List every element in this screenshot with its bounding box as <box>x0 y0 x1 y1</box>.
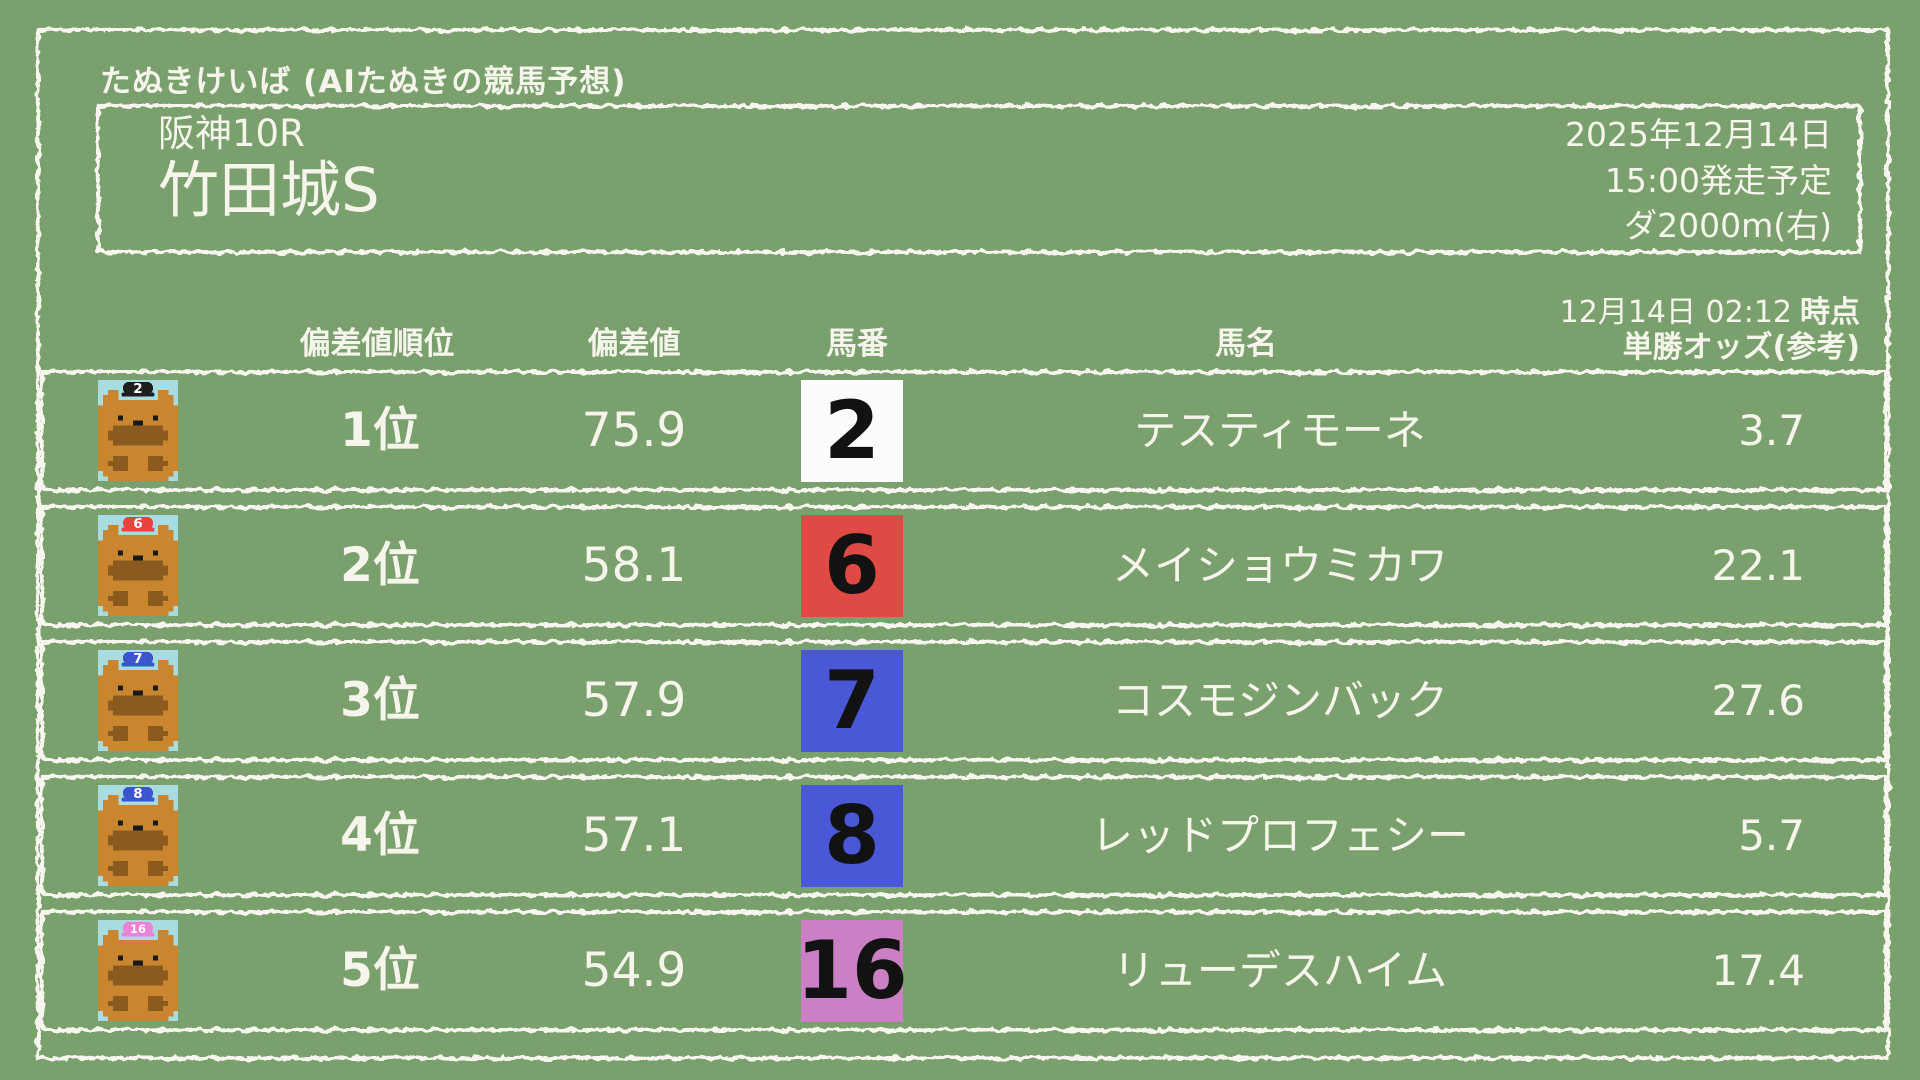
race-heading: 阪神10R 竹田城S <box>158 112 380 224</box>
odds-label: 単勝オッズ(参考) <box>1622 329 1860 365</box>
col-header-odds: 12月14日 02:12 時点 単勝オッズ(参考) <box>1559 295 1860 365</box>
horse-number-badge: 2 <box>801 380 903 482</box>
odds-timestamp-suffix: 時点 <box>1800 295 1860 330</box>
col-header-number: 馬番 <box>826 326 888 362</box>
svg-text:2: 2 <box>133 381 142 397</box>
deviation-value-cell: 58.1 <box>581 538 687 593</box>
race-meta: 2025年12月14日 15:00発走予定 ダ2000m(右) <box>1565 112 1832 249</box>
svg-text:8: 8 <box>133 786 142 802</box>
rank-cell: 5位 <box>340 943 420 998</box>
race-name: 竹田城S <box>158 155 380 227</box>
odds-cell: 5.7 <box>1738 811 1805 860</box>
prediction-row: 8 4位 57.1 8 レッドプロフェシー 5.7 <box>40 775 1888 897</box>
horse-name-cell: リューデスハイム <box>1112 946 1448 995</box>
odds-cell: 22.1 <box>1711 541 1805 590</box>
race-track-number: 阪神10R <box>158 112 305 155</box>
horse-number-badge: 7 <box>801 650 903 752</box>
rank-cell: 4位 <box>340 808 420 863</box>
tanuki-avatar-icon: 8 <box>98 785 179 887</box>
col-header-rank: 偏差値順位 <box>299 326 455 362</box>
tanuki-avatar-icon: 2 <box>98 380 179 482</box>
odds-cell: 27.6 <box>1711 676 1805 725</box>
deviation-value-cell: 57.9 <box>581 673 687 728</box>
deviation-value-cell: 54.9 <box>581 943 687 998</box>
race-info-box: 阪神10R 竹田城S 2025年12月14日 15:00発走予定 ダ2000m(… <box>96 104 1862 254</box>
tanuki-avatar-icon: 16 <box>98 920 179 1022</box>
deviation-value-cell: 75.9 <box>581 403 687 458</box>
odds-cell: 17.4 <box>1711 946 1805 995</box>
race-course: ダ2000m(右) <box>1624 206 1832 246</box>
deviation-value-cell: 57.1 <box>581 808 687 863</box>
rank-cell: 1位 <box>340 403 420 458</box>
race-start-time: 15:00発走予定 <box>1604 160 1832 200</box>
race-date: 2025年12月14日 <box>1565 115 1832 154</box>
horse-number-badge: 8 <box>801 785 903 887</box>
horse-number-badge: 6 <box>801 515 903 617</box>
prediction-row: 6 2位 58.1 6 メイショウミカワ 22.1 <box>40 505 1888 627</box>
prediction-row: 16 5位 54.9 16 リューデスハイム 17.4 <box>40 910 1888 1032</box>
horse-name-cell: テスティモーネ <box>1134 406 1426 455</box>
svg-text:16: 16 <box>130 922 146 936</box>
col-header-name: 馬名 <box>1215 326 1277 362</box>
rank-cell: 3位 <box>340 673 420 728</box>
svg-text:7: 7 <box>133 651 142 667</box>
horse-name-cell: レッドプロフェシー <box>1090 811 1469 860</box>
horse-name-cell: メイショウミカワ <box>1111 541 1448 590</box>
odds-cell: 3.7 <box>1738 406 1805 455</box>
horse-number-badge: 16 <box>796 920 908 1022</box>
tanuki-avatar-icon: 6 <box>98 515 179 617</box>
site-title: たぬきけいば (AIたぬきの競馬予想) <box>100 64 627 100</box>
col-header-value: 偏差値 <box>587 326 681 362</box>
prediction-row: 2 1位 75.9 2 テスティモーネ 3.7 <box>40 370 1888 492</box>
rank-cell: 2位 <box>340 538 420 593</box>
odds-timestamp-line: 12月14日 02:12 時点 <box>1559 295 1860 331</box>
odds-timestamp: 12月14日 02:12 <box>1559 295 1792 330</box>
horse-name-cell: コスモジンバック <box>1111 676 1448 725</box>
prediction-row: 7 3位 57.9 7 コスモジンバック 27.6 <box>40 640 1888 762</box>
tanuki-avatar-icon: 7 <box>98 650 179 752</box>
svg-text:6: 6 <box>133 516 142 532</box>
